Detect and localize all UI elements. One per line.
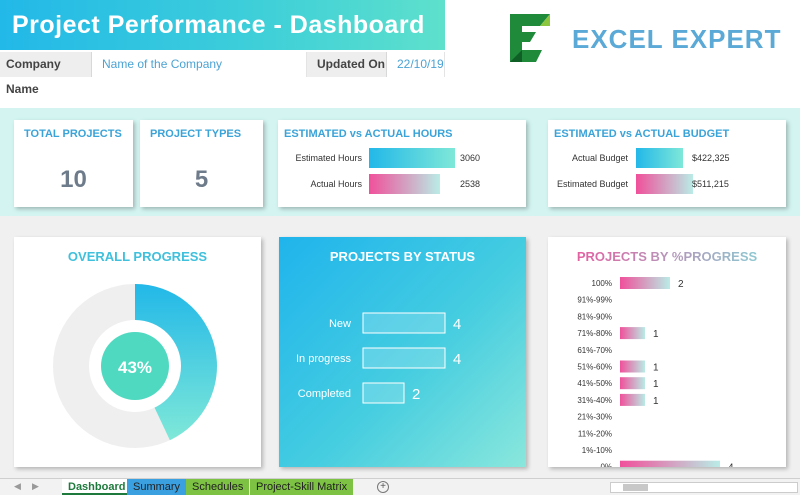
progress-range-label: 91%-99%	[577, 296, 612, 305]
updated-on-value[interactable]: 22/10/19	[387, 52, 445, 77]
tab-project-skill-matrix[interactable]: Project-Skill Matrix	[250, 479, 354, 495]
progress-range-value: 1	[653, 379, 659, 390]
progress-range-value: 1	[653, 329, 659, 340]
progress-dist-chart: 100% 2 91%-99% 81%-90% 71%-80% 1 61%-70% 51%-60…	[577, 277, 734, 467]
overall-progress-title: OVERALL PROGRESS	[67, 249, 208, 264]
dashboard-title: Project Performance - Dashboard	[0, 0, 445, 50]
donut-center	[101, 332, 169, 400]
budget-row-value: $511,215	[692, 179, 729, 189]
progress-range-label: 41%-50%	[577, 379, 612, 388]
status-bar	[362, 312, 446, 334]
progress-range-label: 0%	[600, 463, 612, 467]
progress-range-label: 31%-40%	[577, 396, 612, 405]
status-bar	[362, 347, 446, 369]
progress-range-label: 11%-20%	[578, 429, 612, 438]
progress-range-label: 61%-70%	[577, 346, 612, 355]
total-projects-label: TOTAL PROJECTS	[24, 128, 122, 140]
total-projects-value: 10	[60, 166, 87, 193]
hours-row-actual: Actual Hours 2538	[278, 174, 526, 194]
scrollbar-thumb[interactable]	[623, 484, 648, 491]
status-label: New	[329, 318, 351, 330]
progress-dist-title: PROJECTS BY %PROGRESS	[548, 249, 786, 264]
tab-dashboard[interactable]: Dashboard	[62, 479, 132, 495]
progress-range-label: 51%-60%	[577, 363, 612, 372]
budget-row-label: Actual Budget	[571, 153, 628, 163]
status-chart: New 4 In progress 4 Completed 2	[296, 312, 461, 404]
status-value: 4	[453, 316, 461, 333]
budget-row-actual: Actual Budget $422,325	[548, 148, 786, 168]
hours-row-label: Estimated Hours	[295, 153, 362, 163]
updated-on-label: Updated On	[307, 52, 387, 77]
budget-row-label: Estimated Budget	[556, 179, 628, 189]
progress-range-bar	[620, 377, 645, 390]
status-value: 2	[412, 386, 420, 403]
hours-bar-estimated	[369, 148, 455, 168]
progress-range-label: 21%-30%	[577, 413, 612, 422]
tab-summary[interactable]: Summary	[127, 479, 187, 495]
sheet-tab-bar: ◀ ▶ Dashboard Summary Schedules Project-…	[0, 478, 800, 495]
company-name-label: Company Name	[0, 52, 92, 96]
tab-schedules[interactable]: Schedules	[186, 479, 250, 495]
progress-range-value: 2	[678, 279, 684, 290]
progress-range-label: 71%-80%	[577, 329, 612, 338]
status-value: 4	[453, 351, 461, 368]
prev-sheet-icon[interactable]: ◀	[14, 481, 21, 491]
budget-card: ESTIMATED vs ACTUAL BUDGET Actual Budget…	[548, 120, 786, 207]
progress-range-value: 4	[728, 463, 734, 467]
project-types-card: PROJECT TYPES 5	[140, 120, 263, 207]
progress-dist-card: PROJECTS BY %PROGRESS 100% 2 91%-99% 81%-90…	[548, 237, 786, 467]
budget-row-value: $422,325	[692, 153, 730, 163]
company-name-value[interactable]: Name of the Company	[92, 52, 307, 77]
info-row: Company Name Name of the Company Updated…	[0, 52, 800, 96]
budget-bar-actual	[636, 148, 683, 168]
progress-range-value: 1	[653, 396, 659, 407]
progress-range-label: 81%-90%	[577, 312, 612, 321]
hours-card: ESTIMATED vs ACTUAL HOURS Estimated Hour…	[278, 120, 526, 207]
progress-range-label: 1%-10%	[582, 446, 612, 455]
add-sheet-icon[interactable]: +	[377, 481, 389, 493]
budget-bar-estimated	[636, 174, 693, 194]
progress-range-label: 100%	[592, 279, 612, 288]
progress-range-bar	[620, 460, 720, 467]
budget-title: ESTIMATED vs ACTUAL BUDGET	[554, 128, 730, 140]
next-sheet-icon[interactable]: ▶	[32, 481, 39, 491]
overall-progress-card: OVERALL PROGRESS 43%	[14, 237, 261, 467]
excel-expert-logo-icon	[510, 14, 550, 62]
overall-progress-value: 43%	[118, 358, 152, 377]
hours-row-estimated: Estimated Hours 3060	[278, 148, 526, 168]
progress-range-bar	[620, 277, 670, 289]
project-types-label: PROJECT TYPES	[150, 128, 242, 140]
horizontal-scrollbar[interactable]	[610, 482, 798, 493]
hours-row-value: 3060	[460, 153, 481, 163]
status-card: PROJECTS BY STATUS New 4 In progress 4 Compl…	[279, 237, 526, 467]
project-types-value: 5	[194, 166, 209, 193]
brand-name: EXCEL EXPERT	[572, 24, 782, 54]
status-title: PROJECTS BY STATUS	[329, 249, 476, 264]
total-projects-card: TOTAL PROJECTS 10	[14, 120, 133, 207]
status-label: Completed	[298, 388, 351, 400]
progress-range-bar	[620, 393, 645, 406]
status-bar	[362, 382, 405, 404]
hours-row-value: 2538	[460, 179, 481, 189]
progress-range-value: 1	[653, 363, 659, 374]
hours-bar-actual	[369, 174, 440, 194]
progress-range-bar	[620, 327, 645, 340]
overall-progress-chart: 43%	[53, 284, 217, 448]
hours-title: ESTIMATED vs ACTUAL HOURS	[284, 128, 453, 140]
status-label: In progress	[296, 353, 352, 365]
hours-row-label: Actual Hours	[310, 179, 362, 189]
progress-range-bar	[620, 360, 645, 373]
budget-row-estimated: Estimated Budget $511,215	[548, 174, 786, 194]
